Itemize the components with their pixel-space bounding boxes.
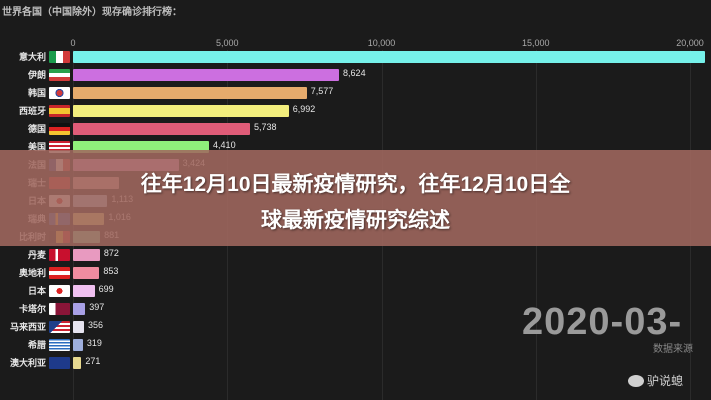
bar-value-label: 7,577 <box>310 86 334 96</box>
bar-value-label: 397 <box>89 302 105 312</box>
bar-value-label: 8,624 <box>343 68 366 78</box>
watermark-text: 驴说螅 <box>647 374 684 388</box>
x-tick-label: 20,000 <box>676 38 704 48</box>
bar <box>73 87 307 99</box>
spain-flag-icon <box>49 105 70 117</box>
bar <box>73 321 84 333</box>
bar <box>73 267 100 279</box>
bar-value-label: 853 <box>103 266 119 276</box>
denmark-flag-icon <box>49 249 70 261</box>
germany-flag-icon <box>49 123 70 135</box>
country-label: 伊朗 <box>27 70 46 80</box>
country-label: 日本 <box>27 286 46 296</box>
data-source-note: 数据来源 <box>653 344 693 355</box>
x-tick-label: 15,000 <box>521 38 550 48</box>
japan-flag-icon <box>49 285 70 297</box>
bar <box>73 249 100 261</box>
korea-flag-icon <box>49 87 70 99</box>
bar-value-label: 4,410 <box>213 140 236 150</box>
country-label: 德国 <box>27 124 46 134</box>
country-label: 美国 <box>27 142 46 152</box>
country-label: 马来西亚 <box>9 322 46 332</box>
x-tick-label: 10,000 <box>367 38 396 48</box>
bar <box>73 69 340 81</box>
qatar-flag-icon <box>49 303 70 315</box>
australia-flag-icon <box>49 357 70 369</box>
country-label: 希腊 <box>27 340 46 350</box>
x-tick-label: 5,000 <box>215 38 239 48</box>
country-label: 西班牙 <box>18 106 46 116</box>
greece-flag-icon <box>49 339 70 351</box>
bar <box>73 357 82 369</box>
weibo-logo-icon <box>628 374 644 387</box>
x-tick-label: 0 <box>70 38 76 48</box>
italy-flag-icon <box>49 51 70 63</box>
country-label: 卡塔尔 <box>18 304 46 314</box>
bar-value-label: 5,738 <box>254 122 277 132</box>
country-label: 奥地利 <box>18 268 46 278</box>
bar-value-label: 699 <box>98 284 114 294</box>
bar-value-label: 319 <box>86 338 102 348</box>
bar <box>73 105 289 117</box>
bar <box>73 285 95 297</box>
chart-title: 世界各国（中国除外）现存确诊排行榜： <box>2 7 182 18</box>
bar-value-label: 6,992 <box>292 104 316 114</box>
watermark: 驴说螅 <box>628 372 683 389</box>
bar <box>73 123 251 135</box>
bar <box>73 51 706 63</box>
bar-value-label: 872 <box>103 248 119 258</box>
bar <box>73 339 83 351</box>
country-label: 澳大利亚 <box>9 358 46 368</box>
bar-value-label: 356 <box>87 320 103 330</box>
bar <box>73 303 86 315</box>
iran-flag-icon <box>49 69 70 81</box>
country-label: 丹麦 <box>27 250 46 260</box>
country-label: 意大利 <box>18 52 46 62</box>
article-title-banner: 往年12月10日最新疫情研究，往年12月10日全 球最新疫情研究综述 <box>0 150 711 246</box>
date-counter: 2020-03- <box>522 301 683 343</box>
article-title-line-2: 球最新疫情研究综述 <box>261 209 450 232</box>
malaysia-flag-icon <box>49 321 70 333</box>
austria-flag-icon <box>49 267 70 279</box>
article-title-line-1: 往年12月10日最新疫情研究，往年12月10日全 <box>140 173 571 196</box>
bar-value-label: 271 <box>85 356 101 366</box>
country-label: 韩国 <box>27 88 46 98</box>
